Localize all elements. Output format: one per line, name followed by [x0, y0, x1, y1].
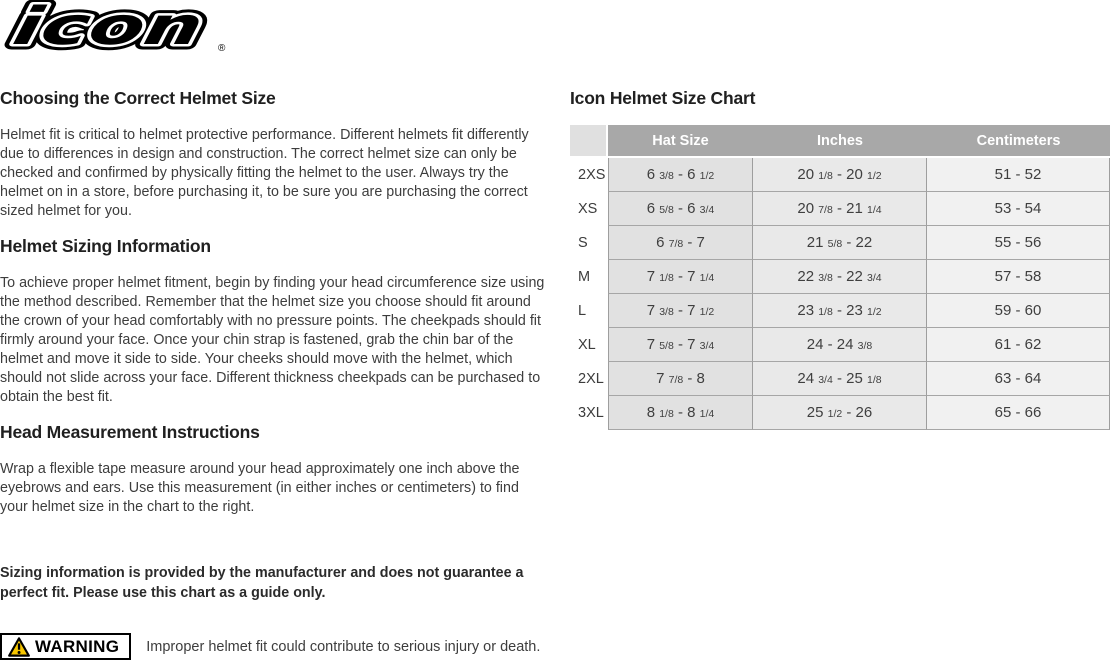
centimeters-cell: 53 - 54 [927, 192, 1110, 226]
warning-triangle-icon [8, 636, 30, 657]
table-row: 2XS 6 3/8 - 6 1/2 20 1/8 - 20 1/2 51 - 52 [570, 158, 1110, 192]
row-size-label: 3XL [570, 396, 608, 430]
table-row: XS 6 5/8 - 6 3/4 20 7/8 - 21 1/4 53 - 54 [570, 192, 1110, 226]
inches-cell: 20 7/8 - 21 1/4 [753, 192, 927, 226]
hat-size-cell: 7 3/8 - 7 1/2 [608, 294, 753, 328]
centimeters-cell: 57 - 58 [927, 260, 1110, 294]
section-body: To achieve proper helmet fitment, begin … [0, 275, 545, 405]
centimeters-cell: 61 - 62 [927, 328, 1110, 362]
row-size-label: L [570, 294, 608, 328]
inches-cell: 23 1/8 - 23 1/2 [753, 294, 927, 328]
centimeters-cell: 65 - 66 [927, 396, 1110, 430]
chart-title: Icon Helmet Size Chart [570, 88, 756, 108]
hat-size-cell: 6 3/8 - 6 1/2 [608, 158, 753, 192]
table-header-row: Hat Size Inches Centimeters [570, 125, 1110, 158]
helmet-size-table: Hat Size Inches Centimeters 2XS 6 3/8 - 6… [570, 125, 1110, 430]
icon-brand-logo: icon icon icon ® [0, 0, 230, 62]
table-corner-cell [570, 125, 608, 158]
section-heading: Helmet Sizing Information [0, 236, 211, 256]
section-heading: Choosing the Correct Helmet Size [0, 88, 276, 108]
size-chart-column: Icon Helmet Size Chart Hat Size Inches C… [570, 88, 1110, 430]
sizing-info-column: Choosing the Correct Helmet Size Helmet … [0, 88, 545, 660]
table-row: 2XL 7 7/8 - 8 24 3/4 - 25 1/8 63 - 64 [570, 362, 1110, 396]
warning-badge: WARNING [0, 633, 132, 660]
section-choosing-size: Choosing the Correct Helmet Size Helmet … [0, 88, 545, 221]
inches-cell: 21 5/8 - 22 [753, 226, 927, 260]
hat-size-cell: 7 1/8 - 7 1/4 [608, 260, 753, 294]
hat-size-cell: 7 7/8 - 8 [608, 362, 753, 396]
row-size-label: 2XL [570, 362, 608, 396]
column-header-centimeters: Centimeters [927, 125, 1110, 158]
centimeters-cell: 55 - 56 [927, 226, 1110, 260]
table-row: 3XL 8 1/8 - 8 1/4 25 1/2 - 26 65 - 66 [570, 396, 1110, 430]
row-size-label: XS [570, 192, 608, 226]
inches-cell: 24 3/4 - 25 1/8 [753, 362, 927, 396]
centimeters-cell: 51 - 52 [927, 158, 1110, 192]
section-measurement-instructions: Head Measurement Instructions Wrap a fle… [0, 422, 545, 517]
table-row: XL 7 5/8 - 7 3/4 24 - 24 3/8 61 - 62 [570, 328, 1110, 362]
section-heading: Head Measurement Instructions [0, 422, 260, 442]
section-body: Helmet fit is critical to helmet protect… [0, 127, 529, 219]
warning-row: WARNING Improper helmet fit could contri… [0, 633, 545, 660]
section-sizing-information: Helmet Sizing Information To achieve pro… [0, 236, 545, 407]
sizing-disclaimer: Sizing information is provided by the ma… [0, 565, 524, 601]
svg-text:icon: icon [8, 0, 209, 54]
svg-text:icon: icon [8, 0, 209, 54]
column-header-hat-size: Hat Size [608, 125, 753, 158]
hat-size-cell: 6 7/8 - 7 [608, 226, 753, 260]
row-size-label: XL [570, 328, 608, 362]
column-header-inches: Inches [753, 125, 927, 158]
row-size-label: M [570, 260, 608, 294]
row-size-label: 2XS [570, 158, 608, 192]
icon-logo-graphic: icon icon icon ® [2, 0, 226, 62]
section-body: Wrap a flexible tape measure around your… [0, 461, 520, 515]
warning-label: WARNING [35, 636, 120, 656]
inches-cell: 25 1/2 - 26 [753, 396, 927, 430]
row-size-label: S [570, 226, 608, 260]
centimeters-cell: 63 - 64 [927, 362, 1110, 396]
svg-text:icon: icon [8, 0, 209, 54]
inches-cell: 22 3/8 - 22 3/4 [753, 260, 927, 294]
hat-size-cell: 7 5/8 - 7 3/4 [608, 328, 753, 362]
hat-size-cell: 6 5/8 - 6 3/4 [608, 192, 753, 226]
registered-trademark-symbol: ® [218, 43, 226, 54]
centimeters-cell: 59 - 60 [927, 294, 1110, 328]
inches-cell: 24 - 24 3/8 [753, 328, 927, 362]
hat-size-cell: 8 1/8 - 8 1/4 [608, 396, 753, 430]
inches-cell: 20 1/8 - 20 1/2 [753, 158, 927, 192]
